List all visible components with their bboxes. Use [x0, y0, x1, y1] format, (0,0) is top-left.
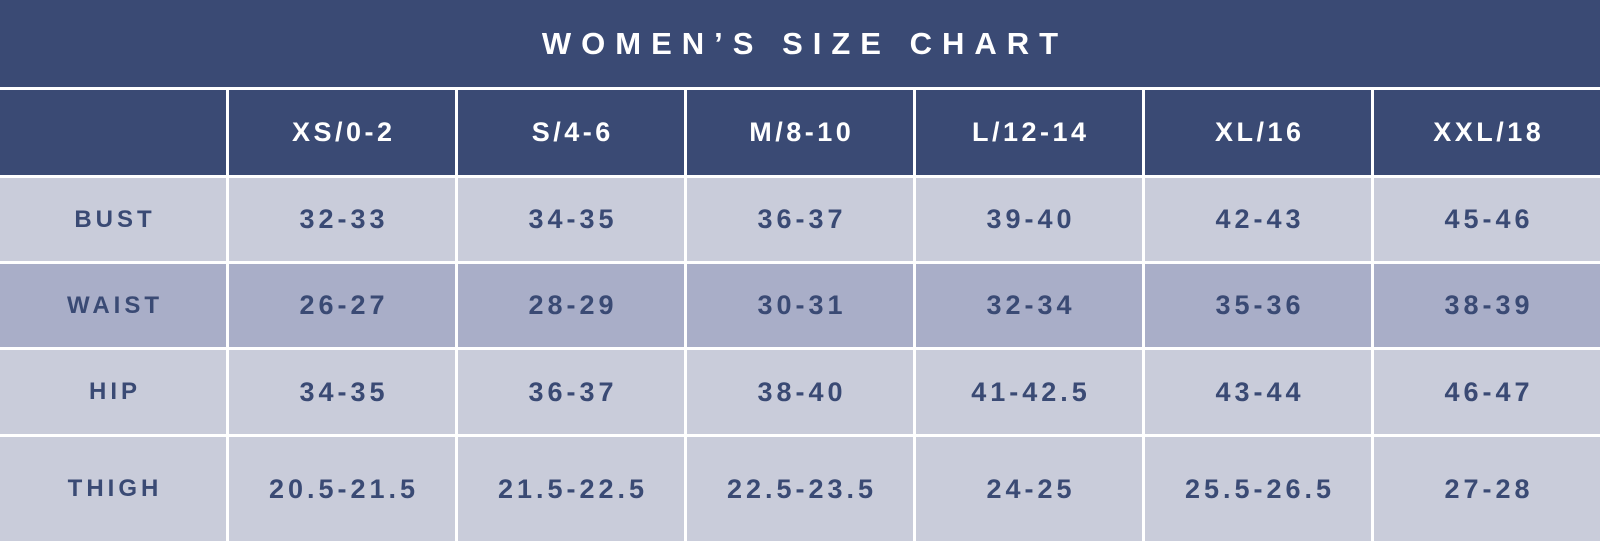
hip-l-value: 41-42.5: [916, 350, 1142, 434]
bust-xs-value: 32-33: [229, 178, 455, 261]
bust-xxl-value: 45-46: [1374, 178, 1600, 261]
thigh-xl-value: 25.5-26.5: [1145, 437, 1371, 541]
waist-m-value: 30-31: [687, 264, 913, 347]
column-header-xxl: XXL/18: [1374, 90, 1600, 175]
bust-l-value: 39-40: [916, 178, 1142, 261]
waist-xs-value: 26-27: [229, 264, 455, 347]
waist-l-value: 32-34: [916, 264, 1142, 347]
column-header-l: L/12-14: [916, 90, 1142, 175]
column-header-xs: XS/0-2: [229, 90, 455, 175]
bust-s-value: 34-35: [458, 178, 684, 261]
row-label-thigh: THIGH: [0, 437, 226, 541]
hip-xs-value: 34-35: [229, 350, 455, 434]
waist-xl-value: 35-36: [1145, 264, 1371, 347]
hip-xxl-value: 46-47: [1374, 350, 1600, 434]
hip-xl-value: 43-44: [1145, 350, 1371, 434]
column-header-xl: XL/16: [1145, 90, 1371, 175]
chart-title: WOMEN’S SIZE CHART: [541, 25, 1069, 61]
thigh-m-value: 22.5-23.5: [687, 437, 913, 541]
waist-s-value: 28-29: [458, 264, 684, 347]
column-header-m: M/8-10: [687, 90, 913, 175]
thigh-xxl-value: 27-28: [1374, 437, 1600, 541]
row-label-hip: HIP: [0, 350, 226, 434]
size-table: XS/0-2 S/4-6 M/8-10 L/12-14 XL/16 XXL/18…: [0, 90, 1600, 541]
row-label-bust: BUST: [0, 178, 226, 261]
thigh-xs-value: 20.5-21.5: [229, 437, 455, 541]
bust-m-value: 36-37: [687, 178, 913, 261]
title-bar: WOMEN’S SIZE CHART: [0, 0, 1600, 87]
thigh-s-value: 21.5-22.5: [458, 437, 684, 541]
hip-s-value: 36-37: [458, 350, 684, 434]
column-header-empty: [0, 90, 226, 175]
thigh-l-value: 24-25: [916, 437, 1142, 541]
bust-xl-value: 42-43: [1145, 178, 1371, 261]
hip-m-value: 38-40: [687, 350, 913, 434]
row-label-waist: WAIST: [0, 264, 226, 347]
waist-xxl-value: 38-39: [1374, 264, 1600, 347]
column-header-s: S/4-6: [458, 90, 684, 175]
